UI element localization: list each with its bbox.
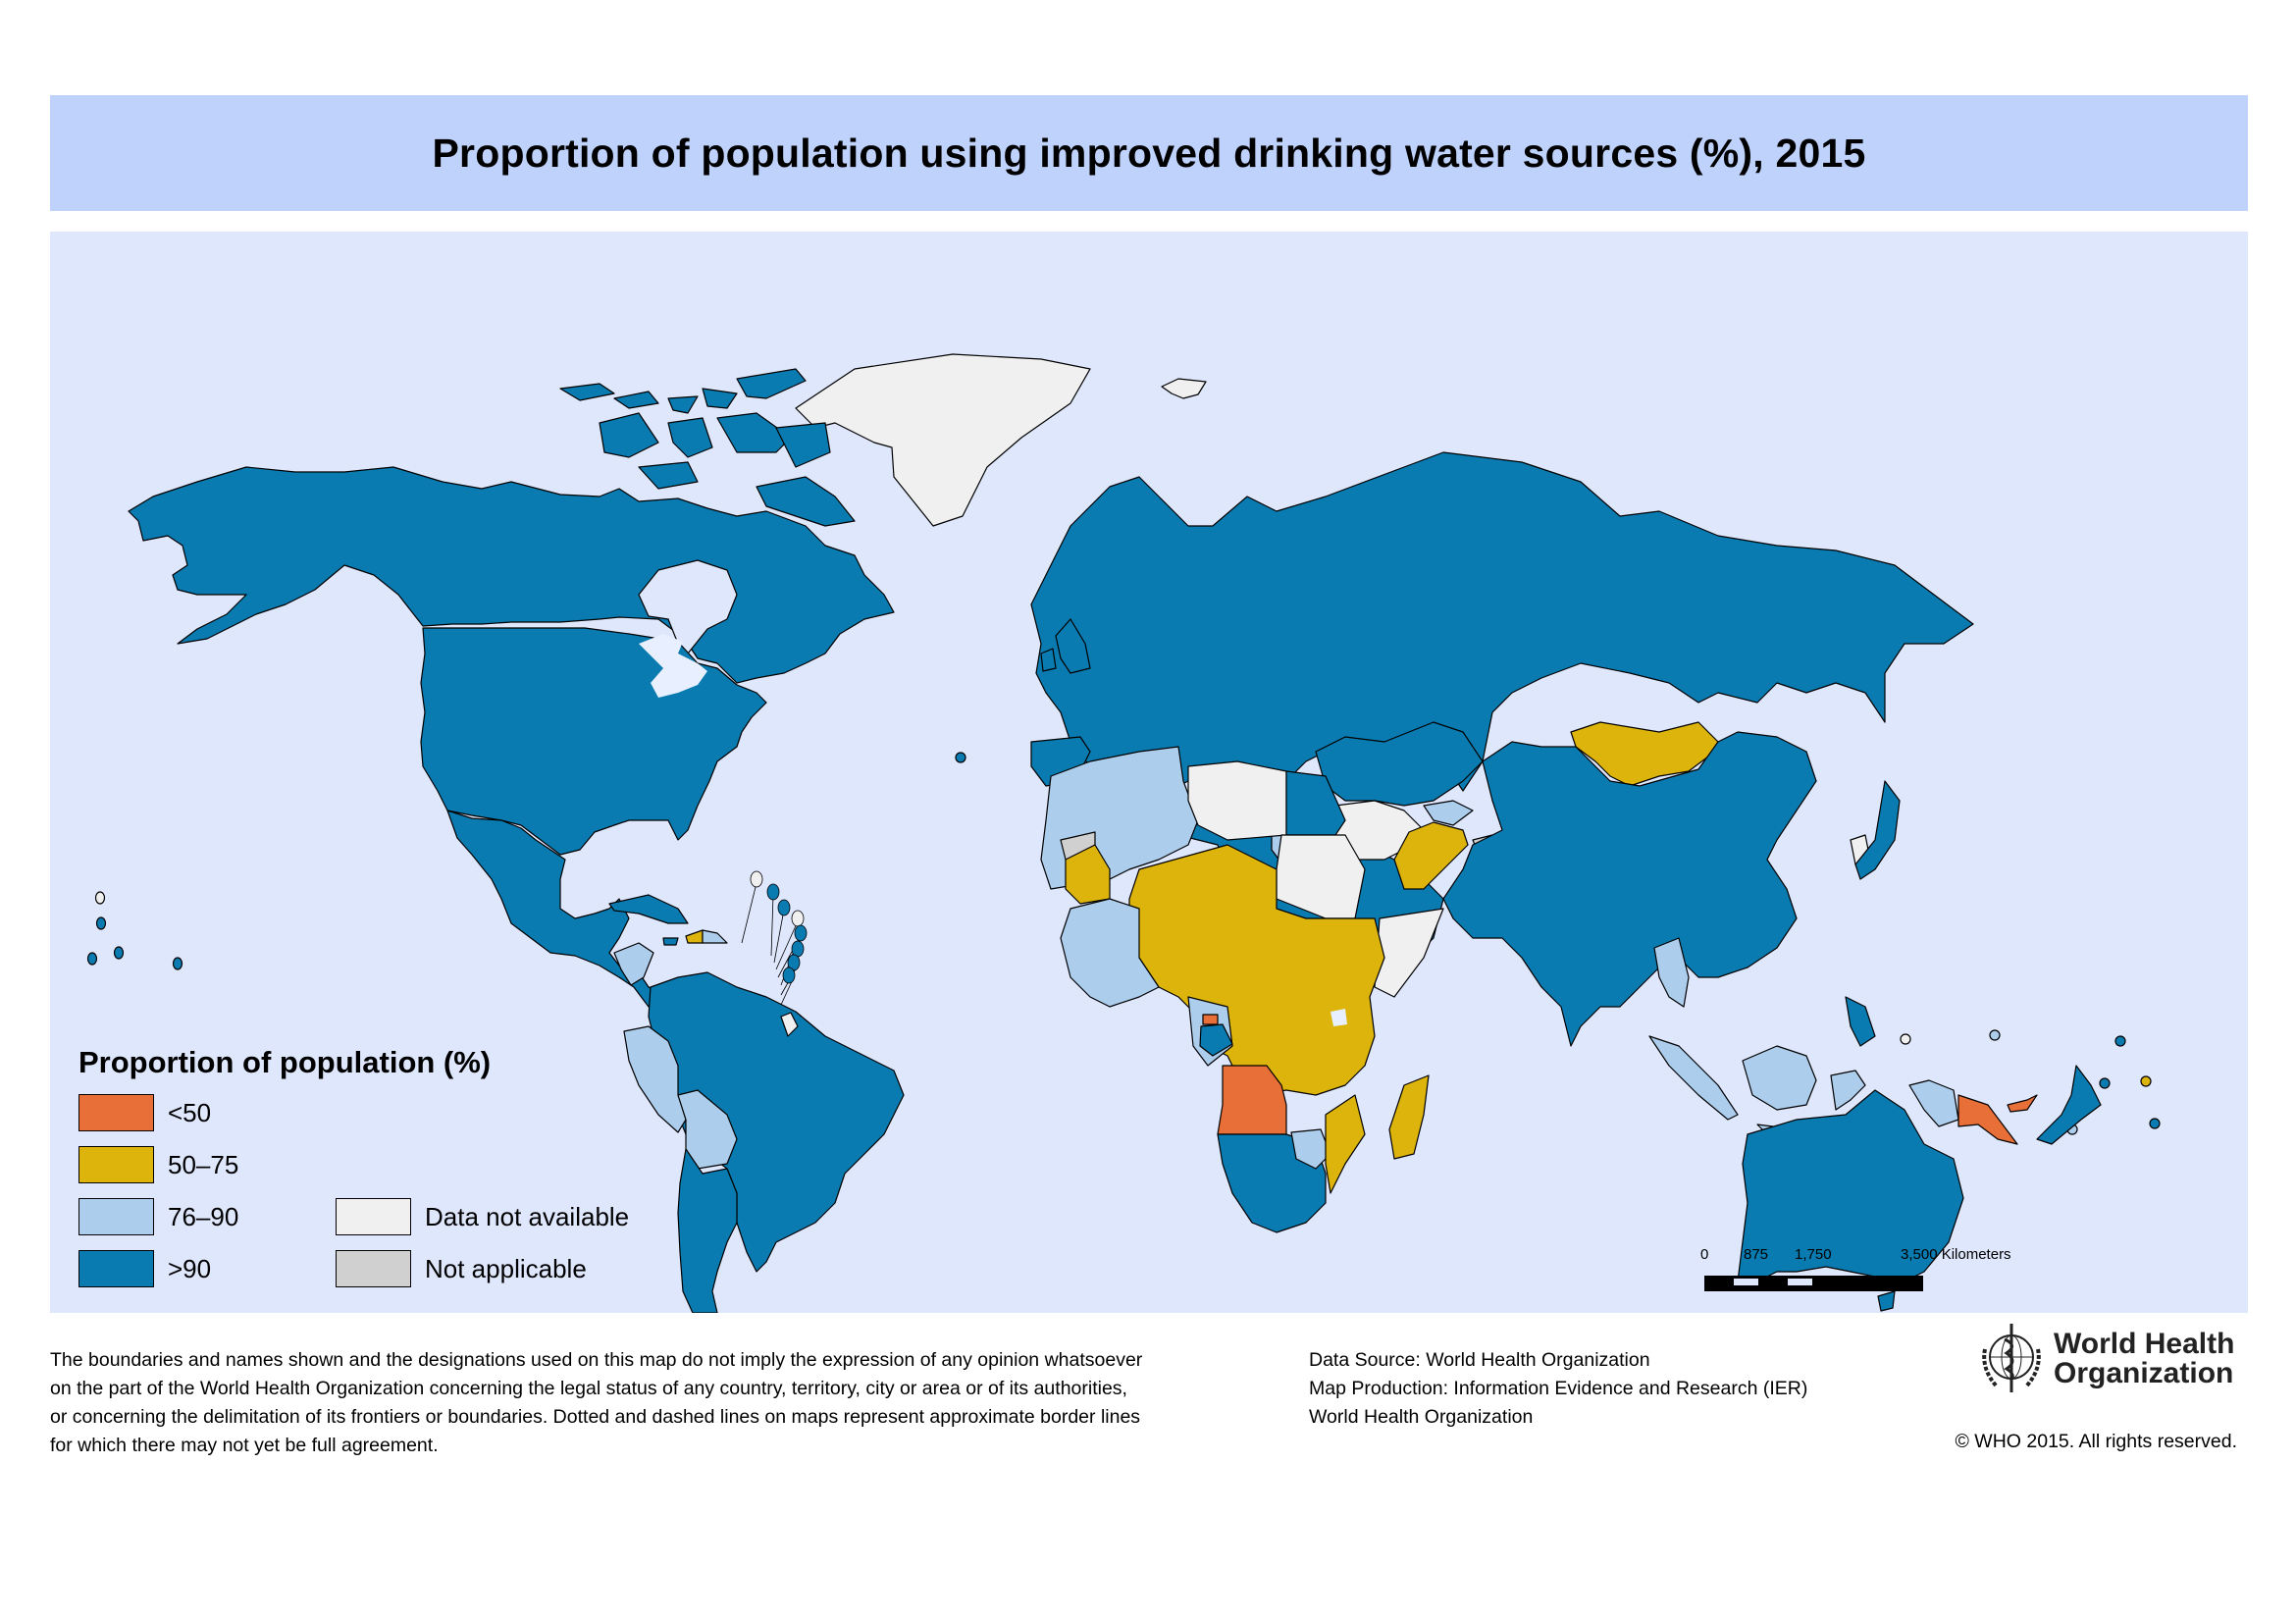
legend-item-76-90: 76–90: [78, 1198, 238, 1235]
philippines: [1845, 996, 1876, 1047]
kazakhstan: [1315, 721, 1484, 807]
greenland: [795, 353, 1091, 527]
swatch-76-90: [78, 1198, 154, 1235]
svalbard: [1161, 378, 1207, 399]
legend-item-gt90: >90: [78, 1250, 211, 1287]
southern-cone: [677, 1148, 738, 1313]
data-source: Data Source: World Health Organization M…: [1309, 1349, 1808, 1428]
mongolia: [1570, 721, 1719, 787]
egypt: [1285, 770, 1346, 836]
swatch-not-applicable: [336, 1250, 411, 1287]
angola: [1217, 1065, 1287, 1135]
legend-label: 76–90: [168, 1201, 239, 1231]
caribbean-callouts: [741, 870, 808, 1006]
legend-label: >90: [168, 1253, 212, 1283]
dominican-republic: [702, 929, 728, 944]
uk: [1055, 618, 1091, 674]
disclaimer: The boundaries and names shown and the d…: [50, 1349, 1143, 1456]
scale-label: 1,750: [1795, 1246, 1832, 1263]
equatorial-guinea: [1202, 1014, 1219, 1025]
who-wordmark: World Health Organization: [2054, 1328, 2235, 1389]
legend-label: Data not available: [425, 1201, 630, 1231]
libya: [1187, 760, 1287, 841]
baffin-island: [756, 476, 856, 527]
gabon: [1199, 1023, 1233, 1057]
scale-label: 875: [1744, 1246, 1769, 1263]
haiti: [685, 929, 704, 944]
who-logo: World Health Organization: [1977, 1320, 2234, 1398]
title-banner: Proportion of population using improved …: [50, 95, 2248, 211]
swatch-no-data: [336, 1198, 411, 1235]
arctic-islands: [559, 368, 831, 490]
legend-label: 50–75: [168, 1149, 239, 1179]
nicaragua: [613, 942, 654, 986]
cuba: [608, 894, 689, 924]
pacific-islands-west: [86, 752, 966, 970]
great-lakes: [639, 634, 707, 698]
legend-label: <50: [168, 1097, 212, 1127]
japan: [1854, 780, 1901, 880]
pacific-islands-east: [1900, 1029, 2161, 1135]
swatch-50-75: [78, 1146, 154, 1183]
jamaica: [662, 937, 679, 946]
page-title: Proportion of population using improved …: [432, 130, 1866, 176]
bolivia: [677, 1089, 738, 1170]
tasmania: [1877, 1290, 1896, 1312]
legend-item-50-75: 50–75: [78, 1146, 238, 1183]
swatch-lt50: [78, 1094, 154, 1131]
zimbabwe: [1290, 1128, 1331, 1170]
myanmar-cambodia: [1653, 937, 1690, 1008]
who-emblem-icon: [1982, 1324, 2041, 1392]
swatch-gt90: [78, 1250, 154, 1287]
hudson-bay: [638, 559, 738, 654]
sulawesi: [1830, 1070, 1866, 1111]
french-guiana: [780, 1012, 799, 1037]
west-africa-light: [1060, 898, 1160, 1008]
new-zealand: [2036, 1065, 2102, 1145]
legend-item-no-data: Data not available: [336, 1198, 629, 1235]
madagascar: [1388, 1074, 1430, 1160]
legend-item-lt50: <50: [78, 1094, 211, 1131]
mozambique: [1325, 1094, 1366, 1194]
new-britain: [2007, 1094, 2038, 1113]
borneo: [1742, 1045, 1817, 1111]
scale-bar-graphic: [1704, 1276, 1923, 1291]
scale-bar: 0 875 1,750 3,500 Kilometers: [1700, 1246, 2058, 1291]
horn-of-africa: [1374, 908, 1444, 998]
afghanistan: [1393, 821, 1469, 890]
kyrgyzstan: [1423, 800, 1474, 826]
papua-new-guinea: [1957, 1094, 2018, 1145]
world-map: [86, 353, 2161, 1313]
legend-label: Not applicable: [425, 1253, 587, 1283]
legend-title: Proportion of population (%): [78, 1045, 492, 1079]
legend: Proportion of population (%) <50 50–75 7…: [78, 1045, 765, 1310]
china-south-asia: [1442, 731, 1817, 1047]
ireland: [1040, 648, 1057, 672]
scale-label: 3,500 Kilometers: [1901, 1246, 2011, 1263]
lake-victoria: [1331, 1009, 1347, 1026]
new-guinea-west: [1908, 1079, 1959, 1127]
copyright: © WHO 2015. All rights reserved.: [1955, 1431, 2237, 1452]
map-panel: [50, 232, 2248, 1313]
sumatra: [1648, 1035, 1739, 1121]
scale-label: 0: [1700, 1246, 1709, 1263]
legend-item-not-applicable: Not applicable: [336, 1250, 587, 1287]
